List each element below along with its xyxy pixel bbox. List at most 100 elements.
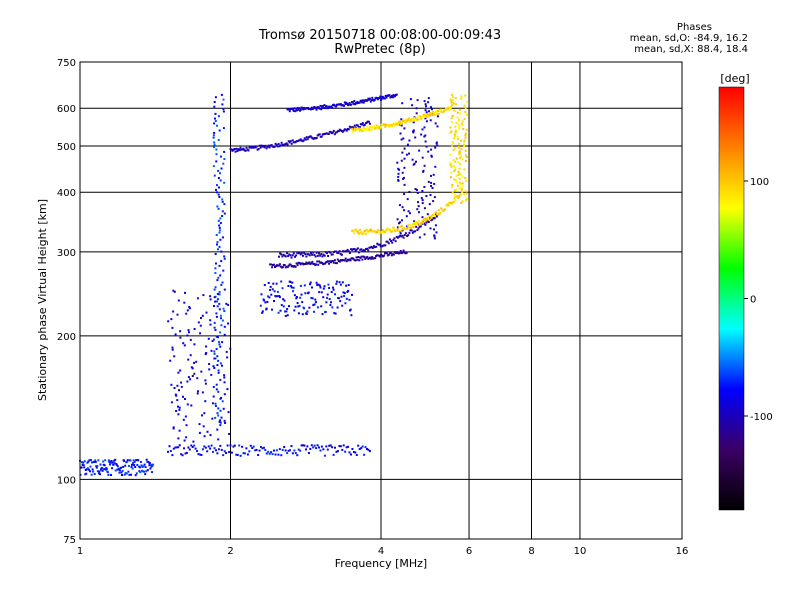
- data-points: [79, 93, 468, 477]
- data-point: [435, 215, 438, 218]
- data-point: [363, 127, 365, 130]
- data-point: [303, 444, 306, 447]
- data-point: [294, 110, 297, 113]
- data-point: [361, 122, 364, 125]
- data-point: [263, 299, 266, 302]
- data-point: [417, 205, 420, 208]
- data-point: [408, 152, 410, 155]
- data-point: [388, 125, 391, 128]
- data-point: [430, 185, 433, 187]
- data-point: [422, 221, 424, 224]
- data-point: [340, 253, 343, 256]
- data-point: [287, 264, 290, 267]
- data-point: [421, 116, 424, 119]
- data-point: [413, 117, 416, 120]
- data-point: [205, 352, 208, 354]
- data-point: [331, 253, 334, 256]
- data-point: [383, 97, 386, 100]
- data-point: [450, 166, 453, 169]
- data-point: [362, 249, 365, 252]
- data-point: [219, 172, 221, 175]
- data-point: [402, 236, 405, 239]
- data-point: [339, 103, 342, 106]
- data-point: [415, 107, 418, 110]
- data-point: [182, 395, 184, 398]
- data-point: [420, 197, 423, 200]
- data-point: [214, 272, 217, 274]
- data-point: [449, 98, 452, 101]
- data-point: [233, 148, 236, 150]
- data-point: [210, 349, 213, 352]
- data-point: [258, 144, 261, 147]
- data-point: [241, 445, 244, 448]
- data-point: [170, 383, 173, 386]
- data-point: [219, 419, 222, 422]
- data-point: [407, 118, 410, 121]
- data-point: [373, 128, 376, 130]
- data-point: [387, 242, 390, 245]
- data-point: [334, 312, 337, 315]
- data-point: [202, 425, 205, 428]
- data-point: [222, 454, 225, 457]
- data-point: [328, 287, 331, 289]
- data-point: [343, 259, 346, 262]
- data-point: [306, 107, 309, 109]
- data-point: [429, 227, 432, 230]
- x-tick-label: 10: [574, 546, 587, 557]
- data-point: [260, 293, 263, 296]
- data-point: [193, 328, 196, 330]
- data-point: [217, 414, 220, 417]
- data-point: [432, 173, 435, 176]
- data-point: [213, 288, 216, 291]
- data-point: [324, 310, 327, 313]
- data-point: [314, 301, 317, 304]
- data-point: [359, 256, 362, 259]
- data-point: [248, 450, 251, 453]
- data-point: [407, 234, 410, 237]
- data-point: [338, 250, 341, 253]
- data-point: [457, 170, 460, 173]
- data-point: [454, 169, 456, 172]
- data-point: [421, 128, 424, 131]
- data-point: [415, 112, 418, 115]
- data-point: [273, 300, 275, 302]
- data-point: [392, 253, 395, 256]
- data-point: [458, 196, 461, 198]
- data-point: [330, 105, 333, 108]
- data-point: [408, 191, 411, 193]
- data-point: [213, 141, 216, 144]
- data-point: [450, 202, 453, 205]
- data-point: [217, 219, 220, 222]
- data-point: [320, 291, 323, 294]
- data-point: [434, 165, 437, 168]
- data-point: [294, 265, 297, 268]
- data-point: [426, 219, 429, 222]
- data-point: [323, 104, 326, 107]
- data-point: [411, 231, 414, 234]
- data-point: [394, 124, 397, 127]
- y-tick-label: 400: [57, 188, 76, 199]
- data-point: [217, 369, 220, 372]
- data-point: [427, 101, 430, 104]
- data-point: [320, 305, 323, 308]
- data-point: [130, 465, 133, 468]
- data-point: [217, 248, 219, 251]
- data-point: [304, 138, 307, 141]
- data-point: [353, 232, 356, 235]
- data-point: [351, 127, 353, 130]
- data-point: [215, 383, 218, 386]
- data-point: [133, 464, 136, 466]
- data-point: [171, 348, 174, 351]
- data-point: [296, 454, 299, 457]
- data-point: [452, 159, 455, 162]
- data-point: [216, 412, 219, 415]
- data-point: [278, 296, 281, 299]
- data-point: [322, 296, 325, 299]
- data-point: [397, 178, 400, 181]
- data-point: [212, 395, 215, 398]
- data-point: [383, 244, 386, 247]
- data-point: [368, 230, 371, 233]
- data-point: [223, 419, 226, 422]
- data-point: [233, 444, 236, 447]
